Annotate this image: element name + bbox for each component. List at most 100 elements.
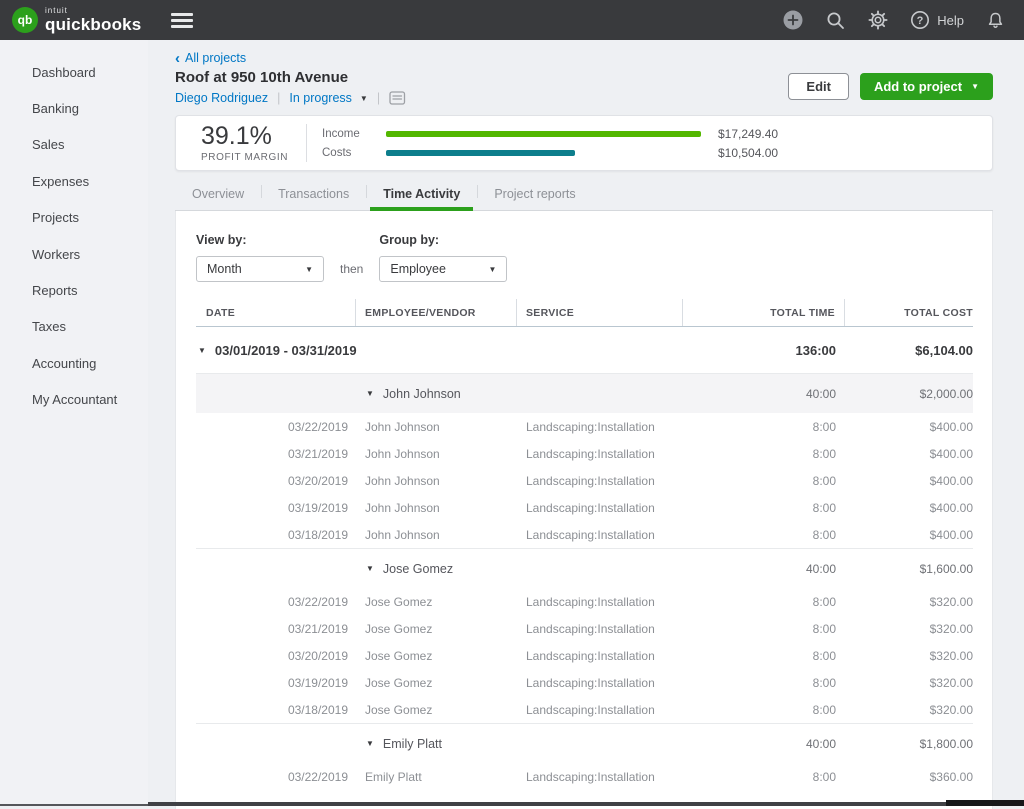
group-by-select[interactable]: Employee ▼ — [379, 256, 507, 282]
entry-service: Landscaping:Installation — [517, 622, 683, 636]
tab-time-activity[interactable]: Time Activity — [366, 178, 477, 210]
svg-text:?: ? — [917, 15, 924, 27]
employee-group-name: Emily Platt — [383, 737, 442, 751]
entry-time: 8:00 — [683, 474, 845, 488]
status-caret-icon[interactable]: ▼ — [360, 94, 368, 103]
hamburger-menu-icon[interactable] — [171, 10, 193, 31]
entry-employee: Jose Gomez — [356, 595, 517, 609]
sidebar-item-reports[interactable]: Reports — [0, 272, 148, 308]
employee-group-name: John Johnson — [383, 387, 461, 401]
quickbooks-logo: qb intuit quickbooks — [0, 7, 141, 33]
sidebar-item-sales[interactable]: Sales — [0, 127, 148, 163]
collapse-arrow-icon[interactable]: ▼ — [366, 389, 374, 398]
entry-time: 8:00 — [683, 420, 845, 434]
customer-link[interactable]: Diego Rodriguez — [175, 91, 268, 105]
status-dropdown[interactable]: In progress — [289, 91, 352, 105]
help-button[interactable]: ? Help — [910, 10, 964, 30]
time-entry-row: 03/21/2019 John Johnson Landscaping:Inst… — [196, 440, 973, 467]
note-icon[interactable] — [389, 91, 406, 106]
entry-service: Landscaping:Installation — [517, 595, 683, 609]
gear-icon[interactable] — [867, 9, 889, 31]
collapse-arrow-icon[interactable]: ▼ — [366, 564, 374, 573]
time-entry-row: 03/20/2019 Jose Gomez Landscaping:Instal… — [196, 642, 973, 669]
employee-total-time: 40:00 — [683, 737, 845, 751]
sidebar-item-dashboard[interactable]: Dashboard — [0, 54, 148, 90]
employee-group-row[interactable]: ▼ Jose Gomez 40:00 $1,600.00 — [196, 548, 973, 588]
entry-date: 03/19/2019 — [196, 676, 356, 690]
bottom-bar-corner — [946, 800, 1024, 806]
entry-service: Landscaping:Installation — [517, 420, 683, 434]
select-caret-icon: ▼ — [305, 265, 313, 274]
group-by-label: Group by: — [379, 233, 507, 249]
costs-bar-row: Costs $10,504.00 — [322, 143, 992, 162]
entry-employee: Jose Gomez — [356, 622, 517, 636]
time-entry-row: 03/22/2019 Emily Platt Landscaping:Insta… — [196, 763, 973, 790]
month-total-time: 136:00 — [683, 343, 845, 358]
time-entry-row: 03/20/2019 John Johnson Landscaping:Inst… — [196, 467, 973, 494]
project-tabs: Overview Transactions Time Activity Proj… — [175, 178, 993, 211]
intuit-wordmark: intuit — [45, 7, 141, 15]
profit-margin-label: PROFIT MARGIN — [201, 152, 306, 163]
sidebar-item-projects[interactable]: Projects — [0, 200, 148, 236]
entry-date: 03/20/2019 — [196, 649, 356, 663]
employee-total-cost: $1,800.00 — [845, 737, 973, 751]
help-label: Help — [937, 13, 964, 28]
entry-time: 8:00 — [683, 501, 845, 515]
sidebar-item-my-accountant[interactable]: My Accountant — [0, 382, 148, 418]
entry-time: 8:00 — [683, 649, 845, 663]
employee-group-row[interactable]: ▼ Emily Platt 40:00 $1,800.00 — [196, 723, 973, 763]
time-entry-row: 03/22/2019 Jose Gomez Landscaping:Instal… — [196, 588, 973, 615]
sidebar-item-expenses[interactable]: Expenses — [0, 163, 148, 199]
create-plus-icon[interactable] — [782, 9, 804, 31]
sidebar-item-taxes[interactable]: Taxes — [0, 309, 148, 345]
tab-transactions[interactable]: Transactions — [261, 178, 366, 210]
entry-employee: Jose Gomez — [356, 649, 517, 663]
entry-time: 8:00 — [683, 703, 845, 717]
bottom-bar — [148, 802, 1024, 806]
topbar: qb intuit quickbooks ? Help — [0, 0, 1024, 40]
edit-button[interactable]: Edit — [788, 73, 849, 100]
entry-employee: Jose Gomez — [356, 676, 517, 690]
notifications-bell-icon[interactable] — [985, 10, 1006, 31]
entry-cost: $320.00 — [845, 595, 973, 609]
view-by-label: View by: — [196, 233, 324, 249]
entry-cost: $320.00 — [845, 676, 973, 690]
tab-overview[interactable]: Overview — [175, 178, 261, 210]
income-bar — [386, 131, 701, 137]
collapse-arrow-icon[interactable]: ▼ — [198, 346, 206, 355]
employee-group-name: Jose Gomez — [383, 562, 453, 576]
tab-project-reports[interactable]: Project reports — [477, 178, 592, 210]
entry-service: Landscaping:Installation — [517, 447, 683, 461]
entry-time: 8:00 — [683, 622, 845, 636]
search-icon[interactable] — [825, 10, 846, 31]
time-activity-panel: View by: Month ▼ then Group by: Employee… — [175, 211, 993, 809]
entry-date: 03/18/2019 — [196, 528, 356, 542]
entry-employee: John Johnson — [356, 528, 517, 542]
view-by-select[interactable]: Month ▼ — [196, 256, 324, 282]
sidebar-item-workers[interactable]: Workers — [0, 236, 148, 272]
breadcrumb-all-projects[interactable]: ‹ All projects — [175, 50, 993, 66]
employee-total-cost: $1,600.00 — [845, 562, 973, 576]
time-entry-row: 03/19/2019 John Johnson Landscaping:Inst… — [196, 494, 973, 521]
employee-total-cost: $2,000.00 — [845, 387, 973, 401]
time-entry-row: 03/19/2019 Jose Gomez Landscaping:Instal… — [196, 669, 973, 696]
time-activity-table: DATE EMPLOYEE/VENDOR SERVICE TOTAL TIME … — [196, 299, 973, 790]
entry-cost: $400.00 — [845, 528, 973, 542]
sidebar-item-accounting[interactable]: Accounting — [0, 345, 148, 381]
time-entry-row: 03/18/2019 John Johnson Landscaping:Inst… — [196, 521, 973, 548]
entry-cost: $400.00 — [845, 474, 973, 488]
time-entry-row: 03/18/2019 Jose Gomez Landscaping:Instal… — [196, 696, 973, 723]
entry-time: 8:00 — [683, 447, 845, 461]
collapse-arrow-icon[interactable]: ▼ — [366, 739, 374, 748]
entry-employee: John Johnson — [356, 420, 517, 434]
costs-label: Costs — [322, 147, 374, 159]
sidebar-item-banking[interactable]: Banking — [0, 90, 148, 126]
entry-employee: Emily Platt — [356, 770, 517, 784]
entry-service: Landscaping:Installation — [517, 703, 683, 717]
month-group-row[interactable]: ▼ 03/01/2019 - 03/31/2019 136:00 $6,104.… — [196, 327, 973, 373]
sidebar: Dashboard Banking Sales Expenses Project… — [0, 40, 148, 806]
employee-group-row[interactable]: ▼ John Johnson 40:00 $2,000.00 — [196, 373, 973, 413]
entry-date: 03/22/2019 — [196, 595, 356, 609]
add-to-project-button[interactable]: Add to project ▼ — [860, 73, 993, 100]
col-header-date: DATE — [196, 299, 356, 326]
